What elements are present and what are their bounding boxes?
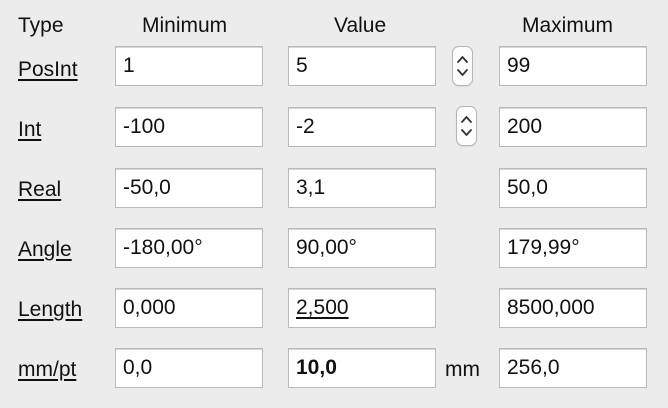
int-minimum-field[interactable] [115, 107, 263, 147]
header-value: Value [334, 14, 387, 37]
row-label-real[interactable]: Real [18, 178, 62, 201]
mmpt-unit-label: mm [445, 358, 480, 381]
up-down-chevron-icon [461, 116, 472, 136]
int-maximum-field[interactable] [499, 107, 647, 147]
real-maximum-field[interactable] [499, 168, 647, 208]
angle-maximum-field[interactable] [499, 228, 647, 268]
row-label-angle[interactable]: Angle [18, 238, 72, 261]
real-value-field[interactable] [288, 168, 436, 208]
mmpt-maximum-field[interactable] [499, 348, 647, 388]
length-value-field[interactable] [288, 288, 436, 328]
length-minimum-field[interactable] [115, 288, 263, 328]
posint-value-field[interactable] [288, 46, 436, 86]
posint-stepper[interactable] [452, 46, 473, 86]
header-type: Type [18, 14, 64, 37]
row-label-int[interactable]: Int [18, 118, 42, 141]
row-label-mm-pt[interactable]: mm/pt [18, 358, 77, 381]
row-label-length[interactable]: Length [18, 298, 83, 321]
real-minimum-field[interactable] [115, 168, 263, 208]
angle-value-field[interactable] [288, 228, 436, 268]
header-maximum: Maximum [522, 14, 614, 37]
length-maximum-field[interactable] [499, 288, 647, 328]
mmpt-minimum-field[interactable] [115, 348, 263, 388]
header-minimum: Minimum [142, 14, 228, 37]
mmpt-value-field[interactable] [288, 348, 436, 388]
row-label-posint[interactable]: PosInt [18, 58, 78, 81]
up-down-chevron-icon [457, 56, 468, 76]
posint-maximum-field[interactable] [499, 46, 647, 86]
angle-minimum-field[interactable] [115, 228, 263, 268]
int-value-field[interactable] [288, 107, 436, 147]
posint-minimum-field[interactable] [115, 46, 263, 86]
int-stepper[interactable] [456, 106, 477, 146]
